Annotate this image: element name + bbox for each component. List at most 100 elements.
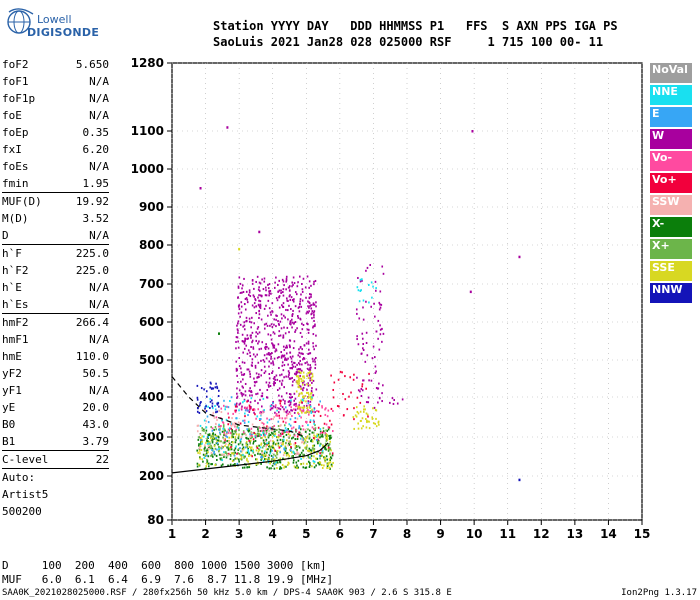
echo-point [222, 424, 225, 427]
logo-text-digisonde: DIGISONDE [27, 26, 100, 39]
echo-point [296, 327, 298, 330]
echo-point [221, 430, 224, 433]
echo-point [223, 430, 225, 433]
echo-point [239, 439, 241, 442]
echo-point [314, 279, 317, 282]
echo-point [298, 362, 300, 365]
echo-point [265, 304, 267, 307]
echo-point [261, 392, 264, 395]
echo-point [205, 405, 207, 408]
echo-point [360, 387, 363, 390]
echo-point [322, 444, 324, 447]
echo-point [309, 410, 312, 413]
echo-point [310, 440, 312, 443]
echo-point [303, 406, 306, 409]
echo-point [231, 432, 234, 435]
echo-point [228, 427, 231, 430]
echo-point [304, 395, 307, 398]
echo-point [258, 299, 260, 302]
param-name: yF2 [2, 367, 22, 380]
echo-point [291, 427, 293, 430]
echo-point [259, 303, 262, 306]
echo-point [326, 415, 329, 418]
echo-point [329, 452, 331, 455]
echo-point [210, 426, 212, 429]
echo-point [382, 332, 385, 335]
echo-point [317, 440, 320, 443]
echo-point [288, 331, 290, 334]
echo-point [269, 352, 272, 355]
echo-point [393, 399, 395, 402]
echo-point [230, 424, 233, 427]
echo-point [279, 408, 282, 411]
echo-point [258, 434, 260, 437]
echo-point [213, 416, 216, 419]
echo-point [299, 317, 301, 320]
echo-point [240, 437, 243, 440]
echo-point [307, 311, 309, 314]
echo-point [261, 452, 263, 455]
echo-point [361, 278, 363, 281]
echo-point [250, 427, 253, 430]
echo-point [308, 348, 310, 351]
echo-point [292, 276, 295, 279]
echo-point [280, 382, 283, 385]
echo-point [323, 464, 325, 467]
echo-point [265, 294, 268, 297]
echo-point [197, 438, 200, 441]
echo-point [271, 352, 273, 355]
echo-point [216, 385, 218, 388]
echo-point [217, 402, 220, 405]
logo-text-lowell: Lowell [37, 13, 72, 26]
echo-point [359, 410, 362, 413]
echo-point [268, 432, 270, 435]
echo-point [298, 401, 301, 404]
param-name: B1 [2, 435, 16, 448]
echo-point [293, 361, 295, 364]
echo-point [250, 431, 253, 434]
echo-point [289, 412, 292, 415]
echo-point [310, 389, 313, 392]
echo-point [298, 392, 301, 395]
echo-point [332, 388, 335, 391]
echo-point [300, 432, 303, 435]
echo-point [264, 443, 266, 446]
echo-point [237, 458, 240, 461]
echo-point [310, 304, 312, 307]
echo-point [206, 442, 209, 445]
echo-point [287, 440, 290, 443]
echo-point [258, 286, 260, 289]
echo-point [200, 448, 203, 451]
echo-point [302, 395, 304, 398]
echo-point [244, 298, 247, 301]
echo-point [252, 346, 255, 349]
echo-point [268, 352, 270, 355]
echo-point [273, 462, 275, 465]
echo-point [305, 430, 307, 433]
echo-point [298, 394, 300, 397]
param-value: N/A [89, 333, 109, 346]
param-value: 0.35 [82, 126, 110, 139]
echo-point [272, 363, 275, 366]
echo-point [368, 420, 370, 423]
echo-point [301, 424, 304, 427]
echo-point [232, 452, 235, 455]
param-name: foF2 [2, 58, 29, 71]
echo-point [234, 441, 237, 444]
echo-point [255, 380, 258, 383]
echo-point [257, 450, 260, 453]
echo-point [268, 373, 271, 376]
echo-point [203, 449, 206, 452]
echo-point [279, 438, 282, 441]
echo-point [282, 431, 285, 434]
echo-point [281, 430, 284, 433]
param-name: C-level [2, 453, 49, 466]
echo-point [245, 316, 248, 319]
echo-point [300, 377, 303, 380]
echo-point [264, 434, 266, 437]
echo-point [311, 387, 313, 390]
echo-point [292, 426, 295, 429]
echo-point [309, 364, 312, 367]
echo-point [299, 355, 301, 358]
echo-point [285, 421, 287, 424]
